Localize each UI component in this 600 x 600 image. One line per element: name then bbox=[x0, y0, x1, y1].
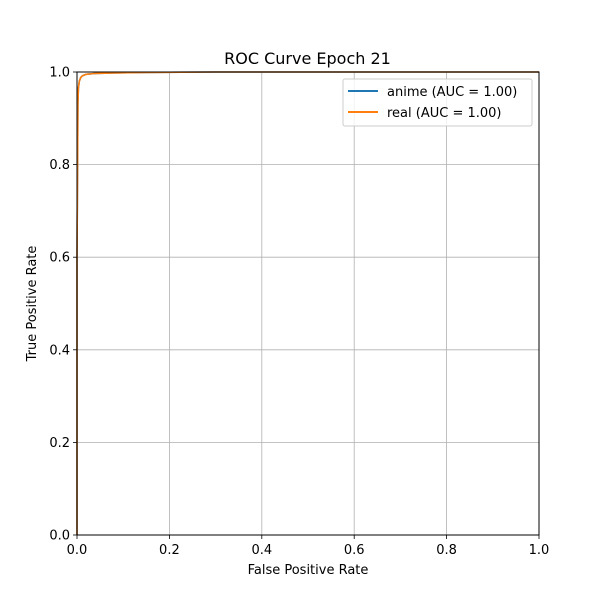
y-axis-ticks: 0.0 0.2 0.4 0.6 0.8 1.0 bbox=[49, 66, 77, 544]
y-tick-label: 0.8 bbox=[49, 158, 70, 173]
series-line-anime bbox=[76, 71, 539, 535]
x-tick-label: 0.8 bbox=[436, 543, 457, 558]
y-tick-label: 0.0 bbox=[49, 529, 70, 544]
grid bbox=[76, 71, 540, 536]
legend-label-anime: anime (AUC = 1.00) bbox=[387, 85, 517, 100]
legend: anime (AUC = 1.00) real (AUC = 1.00) bbox=[342, 78, 533, 127]
x-axis-label: False Positive Rate bbox=[248, 563, 369, 578]
series-layer bbox=[76, 71, 539, 535]
x-tick-label: 0.2 bbox=[159, 543, 180, 558]
x-tick-label: 0.6 bbox=[344, 543, 365, 558]
series-line-real bbox=[76, 71, 539, 535]
x-tick-label: 1.0 bbox=[529, 543, 550, 558]
y-tick-label: 0.4 bbox=[49, 343, 70, 358]
x-tick-label: 0.4 bbox=[251, 543, 272, 558]
y-tick-label: 1.0 bbox=[49, 66, 70, 81]
legend-box bbox=[342, 78, 533, 127]
y-tick-label: 0.2 bbox=[49, 436, 70, 451]
chart-title: ROC Curve Epoch 21 bbox=[224, 49, 391, 68]
legend-label-real: real (AUC = 1.00) bbox=[387, 106, 502, 121]
x-tick-label: 0.0 bbox=[67, 543, 88, 558]
y-tick-label: 0.6 bbox=[49, 251, 70, 266]
plot-frame bbox=[76, 71, 540, 536]
x-axis-ticks: 0.0 0.2 0.4 0.6 0.8 1.0 bbox=[67, 535, 550, 558]
y-axis-label: True Positive Rate bbox=[25, 246, 40, 363]
